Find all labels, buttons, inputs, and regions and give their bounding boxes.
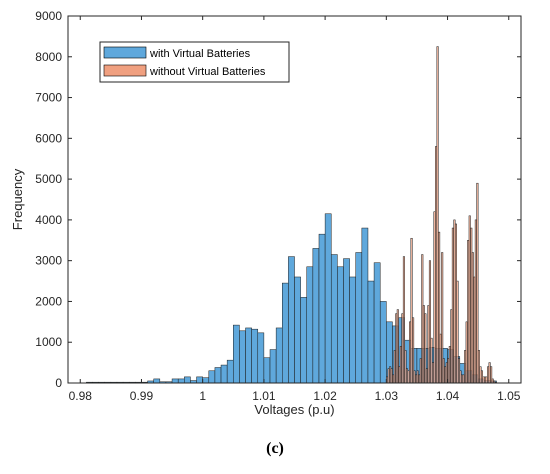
histogram-bar: [239, 330, 246, 384]
without-vb-bars: [386, 46, 497, 384]
legend-label-without-vb: without Virtual Batteries: [149, 66, 266, 78]
histogram-bar: [245, 327, 252, 384]
x-tick-label: 1.05: [497, 389, 521, 403]
y-tick-label: 9000: [35, 9, 62, 23]
histogram-bar: [202, 377, 210, 384]
histogram-bar: [324, 213, 332, 384]
legend-label-with-vb: with Virtual Batteries: [149, 48, 251, 60]
y-tick-label: 3000: [35, 254, 62, 268]
histogram-bar: [214, 367, 222, 384]
histogram-bar: [171, 378, 179, 384]
histogram-bar: [275, 327, 283, 384]
legend: with Virtual Batteries without Virtual B…: [99, 41, 290, 83]
histogram-bar: [251, 328, 259, 384]
histogram-bar: [379, 301, 387, 384]
histogram-bar: [220, 364, 228, 384]
x-axis: 0.98 0.99 1 1.01 1.02 1.03 1.04 1.05: [69, 16, 521, 403]
y-tick-label: 5000: [35, 172, 62, 186]
histogram-bar: [263, 357, 271, 384]
histogram-bar: [373, 262, 381, 384]
x-axis-title: Voltages (p.u): [254, 402, 334, 417]
y-axis: 0 1000 2000 3000 4000 5000 6000 7000 8000 9000: [35, 9, 521, 390]
x-tick-label: 1.02: [313, 389, 337, 403]
y-tick-label: 0: [55, 376, 62, 390]
y-axis-title: Frequency: [10, 168, 25, 230]
histogram-bar: [208, 370, 216, 384]
y-tick-label: 8000: [35, 50, 62, 64]
histogram-bar: [294, 276, 301, 384]
histogram-bar: [282, 282, 289, 384]
histogram-bar: [343, 258, 350, 384]
x-tick-label: 1: [199, 389, 206, 403]
x-tick-label: 1.01: [252, 389, 276, 403]
histogram-bar: [153, 378, 161, 384]
histogram-bar: [226, 359, 234, 384]
histogram-bar: [330, 254, 338, 384]
histogram-bar: [349, 276, 356, 384]
histogram-bar: [233, 324, 240, 384]
y-tick-label: 7000: [35, 91, 62, 105]
histogram-bar: [367, 280, 375, 384]
histogram-bar: [300, 297, 307, 384]
y-tick-label: 2000: [35, 294, 62, 308]
histogram-bar: [257, 332, 265, 384]
x-tick-label: 1.03: [375, 389, 399, 403]
histogram-bar: [177, 378, 185, 384]
x-tick-label: 1.04: [436, 389, 460, 403]
histogram-bar: [312, 248, 320, 384]
legend-swatch-without-vb: [103, 64, 147, 77]
x-tick-label: 0.99: [130, 389, 154, 403]
histogram-bar: [196, 376, 203, 384]
figure-caption: (c): [266, 440, 284, 457]
histogram-bar: [337, 266, 344, 384]
histogram-bar: [306, 266, 314, 384]
y-tick-label: 6000: [35, 131, 62, 145]
histogram-bar: [355, 252, 363, 384]
legend-swatch-with-vb: [103, 46, 147, 59]
y-tick-label: 4000: [35, 213, 62, 227]
histogram-bar: [269, 349, 277, 384]
x-tick-label: 0.98: [69, 389, 93, 403]
histogram-bar: [318, 233, 326, 384]
histogram-bar: [184, 376, 191, 384]
histogram-bar: [361, 227, 369, 384]
axes-box: [67, 15, 522, 384]
y-tick-label: 1000: [35, 335, 62, 349]
histogram-bar: [288, 256, 295, 384]
